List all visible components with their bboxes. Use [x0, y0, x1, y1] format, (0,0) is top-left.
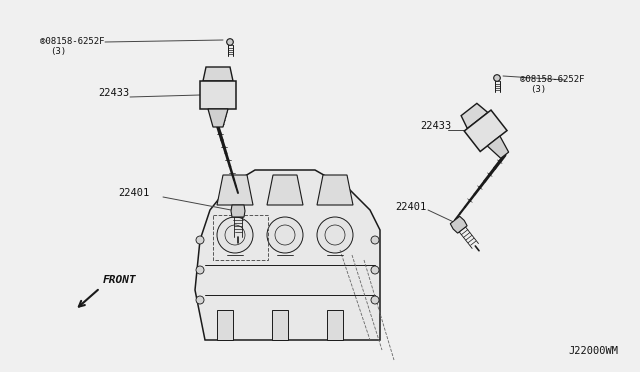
- Polygon shape: [464, 110, 507, 151]
- Polygon shape: [195, 170, 380, 340]
- Polygon shape: [317, 175, 353, 205]
- Bar: [272, 310, 288, 340]
- Polygon shape: [487, 136, 509, 158]
- Bar: [327, 310, 343, 340]
- Polygon shape: [217, 175, 253, 205]
- Polygon shape: [231, 205, 245, 217]
- Text: 22401: 22401: [118, 188, 149, 198]
- Circle shape: [227, 39, 234, 45]
- Text: (3): (3): [530, 85, 546, 94]
- Text: 22433: 22433: [420, 121, 451, 131]
- Polygon shape: [203, 67, 233, 81]
- Circle shape: [196, 266, 204, 274]
- Polygon shape: [451, 216, 467, 233]
- Bar: [200, 81, 236, 109]
- Text: ®08158-6252F: ®08158-6252F: [40, 37, 104, 46]
- Bar: [213, 215, 268, 260]
- Circle shape: [196, 296, 204, 304]
- Polygon shape: [461, 103, 488, 129]
- Text: 22433: 22433: [98, 88, 129, 98]
- Circle shape: [371, 266, 379, 274]
- Circle shape: [371, 236, 379, 244]
- Circle shape: [196, 236, 204, 244]
- Polygon shape: [267, 175, 303, 205]
- Text: J22000WM: J22000WM: [568, 346, 618, 356]
- Circle shape: [217, 217, 253, 253]
- Text: (3): (3): [50, 47, 66, 56]
- Circle shape: [371, 296, 379, 304]
- Circle shape: [267, 217, 303, 253]
- Text: ®08158-6252F: ®08158-6252F: [520, 75, 584, 84]
- Text: FRONT: FRONT: [103, 275, 137, 285]
- Circle shape: [317, 217, 353, 253]
- Text: 22401: 22401: [395, 202, 426, 212]
- Bar: [217, 310, 233, 340]
- Polygon shape: [208, 109, 228, 127]
- Circle shape: [493, 75, 500, 81]
